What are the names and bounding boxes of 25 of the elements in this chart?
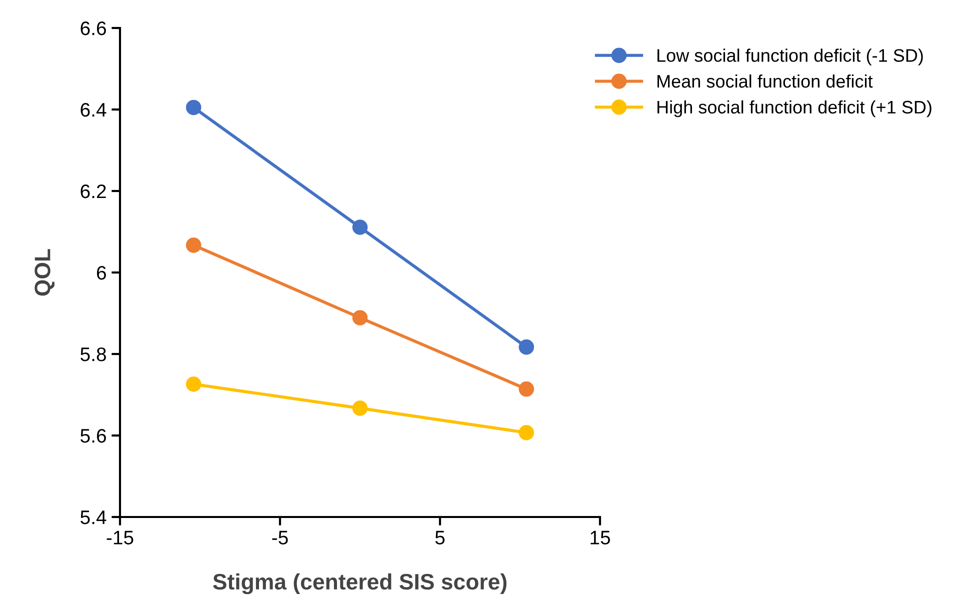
x-tick-label: -15: [106, 530, 134, 544]
x-axis-title: Stigma (centered SIS score): [213, 573, 506, 594]
point: [352, 400, 368, 416]
y-tick-label: 6.4: [80, 102, 106, 117]
y-tick-label: 5.8: [80, 347, 106, 362]
point: [186, 100, 202, 116]
x-tick-label: 5: [435, 530, 445, 544]
point: [352, 310, 368, 326]
y-axis-title: QOL: [34, 249, 55, 296]
point: [518, 381, 534, 397]
y-tick-label: 6.2: [80, 184, 106, 198]
legend-label: Low social function deficit (-1 SD): [658, 48, 923, 66]
point: [518, 339, 534, 355]
point: [518, 425, 534, 440]
point: [352, 220, 368, 235]
legend-label: Mean social function deficit: [658, 74, 873, 88]
y-tick-label: 6: [96, 266, 106, 280]
y-tick-label: 6.6: [80, 21, 106, 36]
x-tick-label: 15: [590, 530, 610, 544]
point: [186, 238, 202, 253]
x-tick-label: -5: [272, 530, 288, 544]
point: [186, 376, 202, 392]
legend-label: High social function deficit (+1 SD): [658, 100, 932, 118]
y-tick-label: 5.4: [80, 510, 106, 524]
y-tick-label: 5.6: [80, 428, 106, 443]
